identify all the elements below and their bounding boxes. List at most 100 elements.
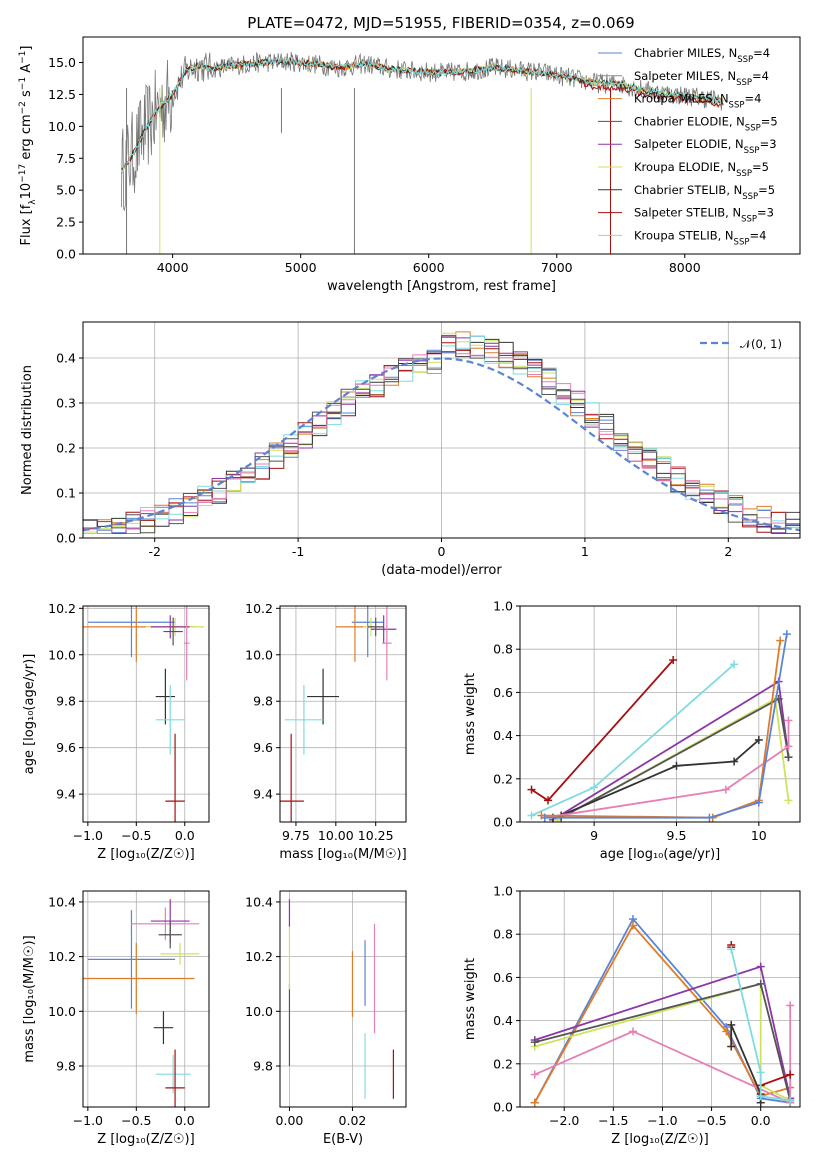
x-axis-label: mass [log₁₀(M/M☉)]: [279, 847, 406, 862]
data-point: [153, 1011, 174, 1045]
y-axis-label-part: Flux [f: [19, 204, 34, 245]
y-tick-label: 7.5: [56, 151, 76, 166]
residuals-axes: -2 -1 0 1 2 0.0 0.1 0.2 0.3 0.4 (data-model)/error…: [20, 321, 801, 578]
legend-entry: Kroupa STELIB, NSSP=4: [634, 228, 766, 247]
data-point: [382, 606, 392, 681]
normal-curve: [83, 357, 800, 532]
y-tick-label: 1.0: [493, 884, 513, 899]
y-tick-label: 15.0: [48, 55, 76, 70]
x-tick-label: 0.00: [276, 1113, 304, 1128]
residual-histogram: [83, 335, 800, 534]
y-axis-label-part: ]: [19, 46, 34, 51]
legend-entry: Kroupa MILES, NSSP=4: [634, 92, 761, 111]
y-tick-label: 0.8: [493, 642, 513, 657]
data-point: [165, 733, 185, 822]
spectrum-plot: [120, 51, 724, 254]
y-axis-label-part: −1: [18, 51, 28, 64]
data-point: [163, 617, 183, 646]
weight-series: [527, 656, 678, 805]
x-tick-label: −1.0: [647, 1113, 677, 1128]
x-tick-label: 10.00: [318, 828, 354, 843]
data-point: [183, 606, 190, 681]
weight-series: [540, 716, 793, 822]
y-tick-label: 0.4: [493, 728, 513, 743]
y-axis-label-part: −2: [18, 101, 28, 114]
mw_vs_age-plot: [527, 630, 793, 822]
y-tick-label: 10.4: [48, 894, 76, 909]
legend-entry: Salpeter STELIB, NSSP=3: [634, 206, 774, 225]
x-axis-label: wavelength [Angstrom, rest frame]: [327, 279, 556, 294]
y-tick-label: 2.5: [56, 215, 76, 230]
observed-spectrum: [121, 51, 724, 212]
y-tick-label: 9.6: [56, 740, 76, 755]
x-tick-label: 6000: [413, 260, 445, 275]
y-tick-label: 9.6: [253, 740, 273, 755]
y-axis-label-part: −1: [18, 77, 28, 90]
mw_vs_age-frame: [519, 605, 801, 823]
mass_vs_Z-axes: −1.0 −0.5 0.0 9.8 10.0 10.2 10.4 Z [log₁₀(Z/Z☉)…: [22, 890, 210, 1147]
mass_vs_Z-plot: [83, 899, 200, 1107]
spectrum-legend: Chabrier MILES, NSSP=4 Salpeter MILES, NS…: [598, 46, 778, 247]
data-point: [307, 668, 340, 725]
weight-series: [727, 945, 795, 1105]
weight-series: [553, 694, 793, 822]
y-axis-label: age [log₁₀(age/yr)]: [22, 654, 37, 775]
x-tick-label: −1.0: [73, 1113, 103, 1128]
legend-entry: Salpeter MILES, NSSP=4: [634, 69, 769, 88]
age_vs_mass-axes: 9.75 10.00 10.25 9.4 9.6 9.8 10.0 10.2 mass [log…: [245, 601, 407, 862]
model-spectrum: [120, 57, 724, 174]
y-tick-label: 10.4: [245, 894, 273, 909]
y-tick-label: 0.2: [56, 441, 76, 456]
age_vs_Z-grid: [83, 606, 209, 822]
y-axis-label: mass weight: [463, 673, 478, 755]
age_vs_Z-plot: [83, 606, 205, 822]
mass_vs_Z-frame: [82, 890, 210, 1108]
residuals-plot: [83, 331, 800, 534]
y-axis-label-part: s: [19, 90, 34, 101]
mw_vs_age-axes: 9 9.5 10 0.0 0.2 0.4 0.6 0.8 1.0 age [log₁₀(age/y…: [463, 599, 801, 862]
y-tick-label: 9.4: [56, 787, 76, 802]
x-tick-label: -2: [148, 544, 160, 559]
mw_vs_age-grid: [520, 605, 800, 823]
mass_vs_Z-grid: [83, 891, 209, 1107]
data-point: [155, 668, 176, 725]
y-tick-label: 9.8: [56, 694, 76, 709]
x-tick-label: −0.5: [696, 1113, 726, 1128]
y-tick-label: 5.0: [56, 183, 76, 198]
x-tick-label: 0.02: [339, 1113, 367, 1128]
y-axis-label-part: λ: [28, 199, 38, 205]
y-tick-label: 0.3: [56, 396, 76, 411]
spectrum-axes: 4000 5000 6000 7000 8000 0.0 2.5 5.0 7.5 10.0 12.5…: [18, 36, 801, 294]
y-tick-label: 0.4: [56, 351, 76, 366]
age_vs_mass-grid: [280, 606, 406, 822]
x-tick-label: 1: [581, 544, 589, 559]
y-tick-label: 0.0: [56, 247, 76, 262]
x-tick-label: −2.0: [549, 1113, 579, 1128]
y-tick-label: 0.8: [493, 927, 513, 942]
data-point: [165, 1049, 185, 1107]
mw_vs_Z-plot: [530, 915, 795, 1107]
residuals-frame: [82, 321, 801, 539]
x-tick-label: 4000: [157, 260, 189, 275]
data-point: [155, 1055, 191, 1094]
weight-line: [760, 1073, 791, 1087]
y-tick-label: 9.8: [253, 1058, 273, 1073]
y-tick-label: 10.2: [48, 601, 76, 616]
x-axis-label: age [log₁₀(age/yr)]: [600, 847, 721, 862]
legend-entry: Chabrier STELIB, NSSP=5: [634, 183, 775, 202]
x-tick-label: 10.25: [358, 828, 394, 843]
mw_vs_Z-axes: −2.0 −1.5 −1.0 −0.5 0.0 0.0 0.2 0.4 0.6 0.8 1.0 Z […: [463, 884, 801, 1147]
age_vs_Z-frame: [82, 605, 210, 823]
y-tick-label: 12.5: [48, 87, 76, 102]
y-axis-label: Flux [fλ10−17 erg cm−2 s−1 A−1]: [18, 46, 38, 246]
data-point: [150, 615, 190, 639]
data-point: [160, 942, 200, 965]
data-point: [351, 606, 384, 658]
x-tick-label: 7000: [541, 260, 573, 275]
y-axis-label: mass [log₁₀(M/M☉)]: [22, 935, 37, 1062]
data-point: [370, 615, 397, 644]
y-tick-label: 0.6: [493, 970, 513, 985]
mw_vs_Z-frame: [519, 890, 801, 1108]
weight-line: [730, 949, 791, 1102]
data-point: [87, 606, 176, 658]
